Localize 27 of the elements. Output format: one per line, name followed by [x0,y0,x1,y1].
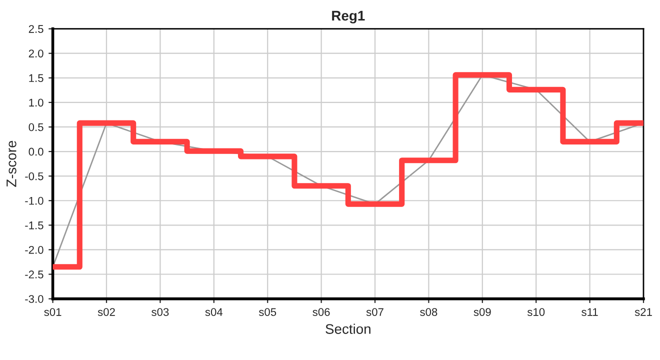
x-tick-label: s05 [258,308,276,316]
y-tick-label: -3.0 [25,295,44,303]
y-tick-label: -1.0 [25,196,44,205]
x-tick-label: s21 [634,308,652,316]
y-tick-label: 2.0 [28,50,44,58]
x-tick-label: s09 [474,308,491,316]
y-tick-label: -0.5 [25,172,44,180]
x-tick-label: s10 [527,308,545,316]
x-tick-label: s07 [366,308,384,316]
x-tick-label: s08 [420,308,438,316]
x-tick-label: s11 [582,308,598,316]
y-axis-title: Z-score [6,140,16,187]
x-axis-title: Section [326,324,370,334]
x-tick-label: s04 [205,308,223,316]
y-tick-label: 0.5 [28,123,44,132]
y-tick-label: 0.0 [28,148,44,156]
y-tick-label: -2.5 [25,270,44,278]
chart-title: Reg1 [332,10,365,24]
y-tick-label: -2.0 [25,246,44,254]
y-tick-label: 1.5 [29,74,44,82]
x-tick-label: s03 [152,308,169,316]
x-tick-label: s06 [312,308,330,316]
y-tick-label: -1.5 [25,222,44,230]
y-tick-label: 2.5 [28,25,44,33]
y-tick-label: 1.0 [29,98,44,107]
x-tick-label: s02 [98,308,115,316]
x-tick-label: s01 [44,308,62,316]
